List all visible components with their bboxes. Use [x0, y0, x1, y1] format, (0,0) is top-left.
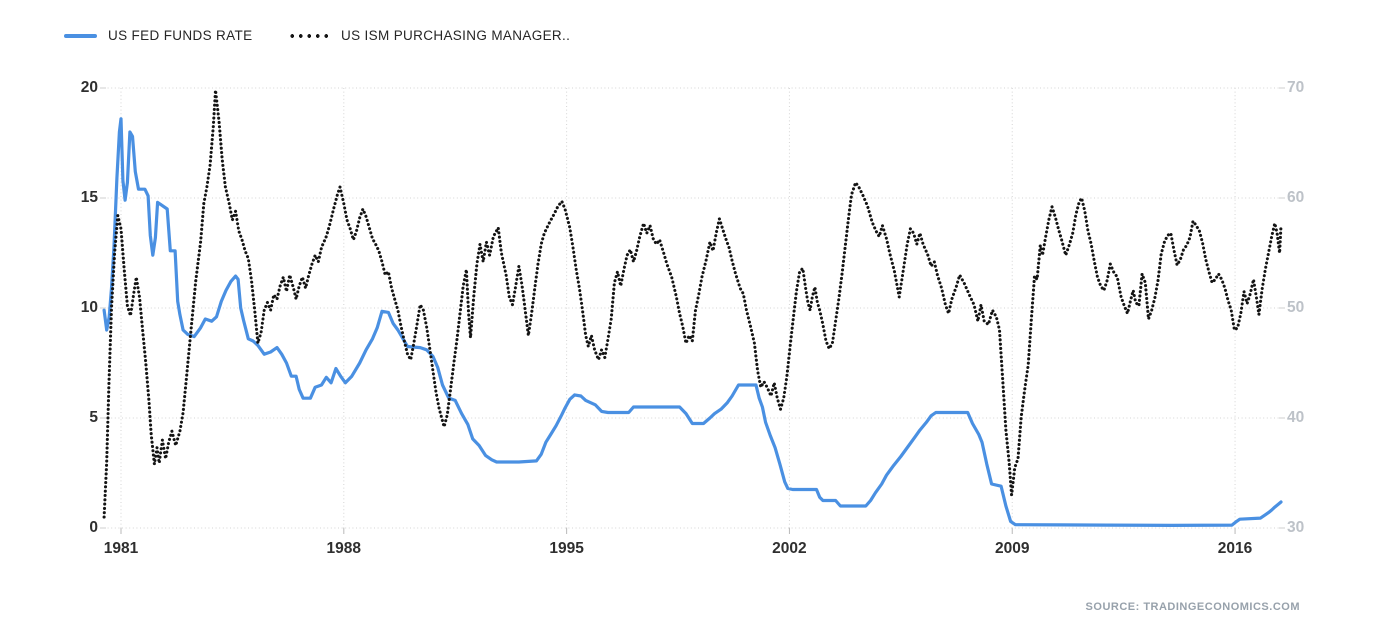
- legend-label-fed-funds: US FED FUNDS RATE: [108, 28, 253, 43]
- dotted-line-swatch-icon: [288, 32, 330, 39]
- x-tick-label: 2002: [772, 540, 807, 557]
- x-tick-label: 2009: [994, 540, 1030, 557]
- series-ism-pmi-dotted-line: [102, 88, 1283, 519]
- y-left-tick-label: 10: [80, 299, 98, 316]
- y-left-tick-label: 5: [89, 409, 98, 426]
- y-right-tick-label: 50: [1287, 299, 1305, 316]
- y-right-tick-label: 60: [1287, 189, 1305, 206]
- y-left-tick-label: 15: [80, 189, 98, 206]
- solid-line-swatch-icon: [64, 33, 97, 38]
- y-right-tick-label: 40: [1287, 409, 1305, 426]
- x-tick-label: 1995: [549, 540, 584, 557]
- x-tick-label: 2016: [1217, 540, 1253, 557]
- legend-label-ism-pmi: US ISM PURCHASING MANAGER..: [341, 28, 571, 43]
- series-fed-funds-line: [102, 117, 1283, 527]
- y-right-tick-label: 30: [1287, 519, 1305, 536]
- y-left-tick-label: 0: [89, 519, 98, 536]
- y-right-tick-label: 70: [1287, 79, 1305, 96]
- source-credit: SOURCE: TRADINGECONOMICS.COM: [1085, 601, 1300, 613]
- legend-item-fed-funds[interactable]: US FED FUNDS RATE: [64, 28, 252, 43]
- y-left-tick-label: 20: [80, 79, 98, 96]
- x-tick-label: 1988: [326, 540, 362, 557]
- x-tick-label: 1981: [103, 540, 139, 557]
- legend-item-ism-pmi[interactable]: US ISM PURCHASING MANAGER..: [288, 28, 570, 43]
- chart-legend: US FED FUNDS RATE US ISM PURCHASING MANA…: [0, 28, 1388, 48]
